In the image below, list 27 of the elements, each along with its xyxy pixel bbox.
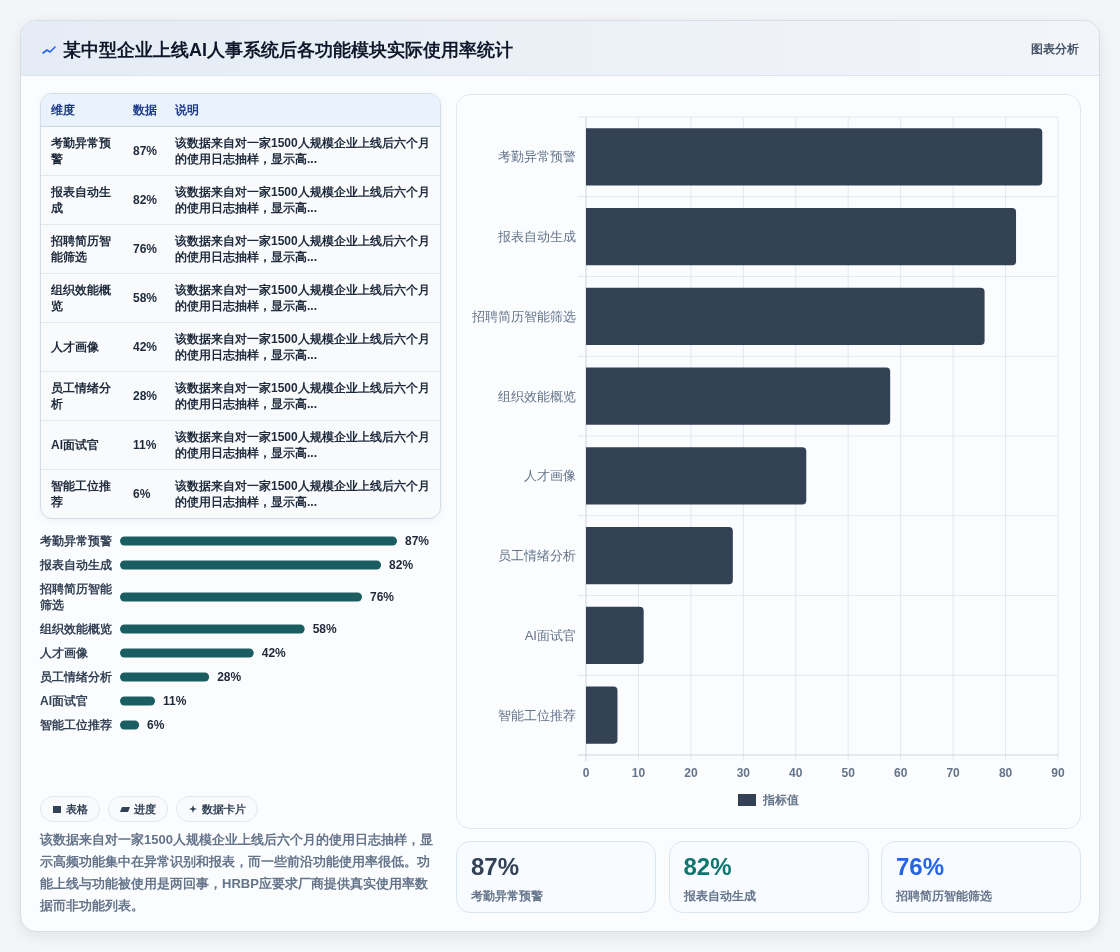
cell: 6%	[132, 486, 152, 503]
cell: 11%	[123, 421, 165, 470]
cell: 87%	[123, 127, 165, 176]
cell: 该数据来自对一家1500人规模企业上线后六个月的使用日志抽样，显示高...	[165, 274, 440, 323]
cell: 报表自动生成	[41, 176, 123, 225]
title: 某中型企业上线AI人事系统后各功能模块实际使用率统计	[63, 39, 513, 62]
cell: 该数据来自对一家1500人规模企业上线后六个月的使用日志抽样，显示高...	[165, 225, 440, 274]
cell: 智能工位推荐	[50, 478, 112, 511]
cell: 42%	[123, 323, 165, 372]
cell: 组织效能概览	[41, 274, 123, 323]
cell: 58%	[123, 274, 165, 323]
cell: 该数据来自对一家1500人规模企业上线后六个月的使用日志抽样，显示高...	[165, 323, 440, 372]
cell: 28%	[123, 372, 165, 421]
note: 该数据来自对一家1500人规模企业上线后六个月的使用日志抽样，显示高频功能集中在异常识别和报表，而一些前沿功能使用率很低。功能上线与功能被使用是两回事，HRBP应要求厂商提供真实使用率数据而非功能列表。	[40, 831, 434, 915]
cell: 该数据来自对一家1500人规模企业上线后六个月的使用日志抽样，显示高...	[174, 478, 431, 511]
cell: 82%	[123, 176, 165, 225]
header-note: 图表分析	[1031, 41, 1079, 57]
cell: AI面试官	[41, 421, 123, 470]
cell: 人才画像	[41, 323, 123, 372]
cell: 招聘简历智能筛选	[41, 225, 123, 274]
cell: 该数据来自对一家1500人规模企业上线后六个月的使用日志抽样，显示高...	[165, 176, 440, 225]
cell: 员工情绪分析	[41, 372, 123, 421]
cell: 76%	[123, 225, 165, 274]
cell: 该数据来自对一家1500人规模企业上线后六个月的使用日志抽样，显示高...	[165, 421, 440, 470]
cell: 该数据来自对一家1500人规模企业上线后六个月的使用日志抽样，显示高...	[165, 127, 440, 176]
cell: 该数据来自对一家1500人规模企业上线后六个月的使用日志抽样，显示高...	[165, 372, 440, 421]
cell: 考勤异常预警	[41, 127, 123, 176]
